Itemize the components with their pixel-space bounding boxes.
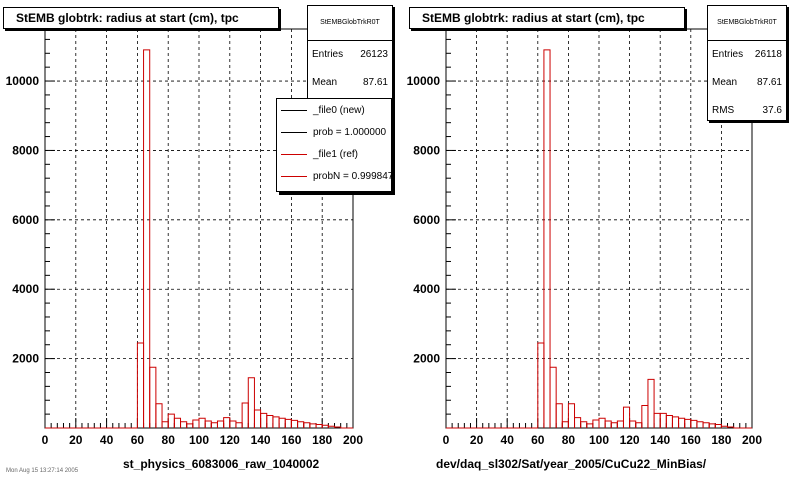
right-x-tick-label: 180 (711, 433, 731, 447)
legend-item-new: _file0 (new) (277, 99, 391, 121)
right-y-tick-label: 10000 (407, 74, 441, 88)
right-stats-row-rms: RMS 37.6 (708, 97, 786, 125)
legend-sample-new (281, 109, 307, 111)
left-y-tick-label: 8000 (12, 143, 39, 157)
left-stats-row-entries: Entries 26123 (308, 41, 392, 69)
legend-label-prob: prob = 1.000000 (313, 126, 387, 138)
right-x-tick-label: 100 (589, 433, 609, 447)
left-x-tick-label: 200 (343, 433, 363, 447)
right-x-tick-label: 80 (562, 433, 576, 447)
left-x-tick-label: 80 (162, 433, 176, 447)
right-stats-rms-value: 37.6 (762, 105, 782, 116)
left-histogram-bin (334, 426, 342, 428)
left-y-tick-label: 2000 (12, 352, 39, 366)
left-x-tick-label: 140 (251, 433, 271, 447)
legend-sample-probn (281, 175, 307, 177)
left-x-tick-label: 100 (189, 433, 209, 447)
left-x-tick-label: 20 (69, 433, 83, 447)
right-stats-mean-value: 87.61 (756, 77, 782, 88)
right-histogram-bin (555, 403, 563, 428)
right-stats-box: StEMBGlobTrkR0T Entries 26118 Mean 87.61… (707, 5, 787, 121)
right-stats-entries-value: 26118 (754, 49, 782, 60)
right-x-tick-label: 200 (742, 433, 762, 447)
right-x-tick-label: 40 (501, 433, 515, 447)
right-x-tick-label: 0 (443, 433, 450, 447)
right-stats-rms-label: RMS (712, 105, 735, 116)
left-y-tick-label: 6000 (12, 213, 39, 227)
right-y-tick-label: 8000 (413, 143, 440, 157)
right-y-tick-label: 4000 (413, 282, 440, 296)
right-y-tick-label: 2000 (413, 352, 440, 366)
right-histogram-bin (543, 49, 551, 428)
right-x-tick-label: 120 (620, 433, 640, 447)
right-y-tick-label: 6000 (413, 213, 440, 227)
left-stats-mean-value: 87.61 (362, 77, 388, 88)
left-chart-title: StEMB globtrk: radius at start (cm), tpc (3, 7, 279, 29)
legend-item-probn: probN = 0.999847 (277, 165, 391, 187)
legend-label-probn: probN = 0.999847 (313, 170, 392, 182)
right-histogram-bin (622, 406, 631, 428)
left-x-tick-label: 120 (220, 433, 240, 447)
legend-label-ref: _file1 (ref) (313, 148, 359, 160)
left-histogram-bin (143, 49, 151, 428)
left-stats-entries-label: Entries (312, 49, 344, 60)
right-histogram-bin (549, 366, 557, 428)
right-stats-name: StEMBGlobTrkR0T (708, 6, 786, 41)
left-y-tick-label: 4000 (12, 282, 39, 296)
left-x-tick-label: 40 (100, 433, 114, 447)
right-histogram-bin (727, 426, 735, 428)
left-y-tick-label: 10000 (6, 74, 40, 88)
footer-timestamp: Mon Aug 15 13:27:14 2005 (6, 468, 79, 474)
left-x-tick-label: 180 (312, 433, 332, 447)
left-histogram-bin (247, 377, 255, 428)
legend-sample-prob (281, 131, 307, 133)
legend-sample-ref (281, 153, 307, 155)
left-x-tick-label: 0 (42, 433, 49, 447)
left-stats-name: StEMBGlobTrkR0T (308, 6, 392, 41)
legend-item-prob: prob = 1.000000 (277, 121, 391, 143)
right-x-axis-title: dev/daq_sl302/Sat/year_2005/CuCu22_MinBi… (436, 457, 707, 471)
left-stats-row-mean: Mean 87.61 (308, 69, 392, 97)
left-x-tick-label: 160 (281, 433, 301, 447)
legend-label-new: _file0 (new) (313, 104, 365, 116)
right-histogram-bin (567, 403, 576, 428)
left-x-tick-label: 60 (131, 433, 145, 447)
legend-item-ref: _file1 (ref) (277, 143, 391, 165)
right-x-tick-label: 160 (681, 433, 701, 447)
right-stats-row-mean: Mean 87.61 (708, 69, 786, 97)
left-histogram-bin (155, 403, 163, 428)
right-histogram-bin (647, 378, 655, 428)
right-stats-mean-label: Mean (712, 77, 738, 88)
right-stats-entries-label: Entries (712, 49, 744, 60)
left-legend: _file0 (new) prob = 1.000000 _file1 (ref… (276, 98, 392, 192)
right-x-tick-label: 140 (650, 433, 670, 447)
right-x-tick-label: 20 (470, 433, 484, 447)
left-x-axis-title: st_physics_6083006_raw_1040002 (123, 457, 320, 471)
right-chart-title: StEMB globtrk: radius at start (cm), tpc (409, 7, 685, 29)
left-histogram-bin (149, 366, 157, 428)
left-stats-mean-label: Mean (312, 77, 338, 88)
left-stats-entries-value: 26123 (360, 49, 388, 60)
right-stats-row-entries: Entries 26118 (708, 41, 786, 69)
right-x-tick-label: 60 (531, 433, 545, 447)
